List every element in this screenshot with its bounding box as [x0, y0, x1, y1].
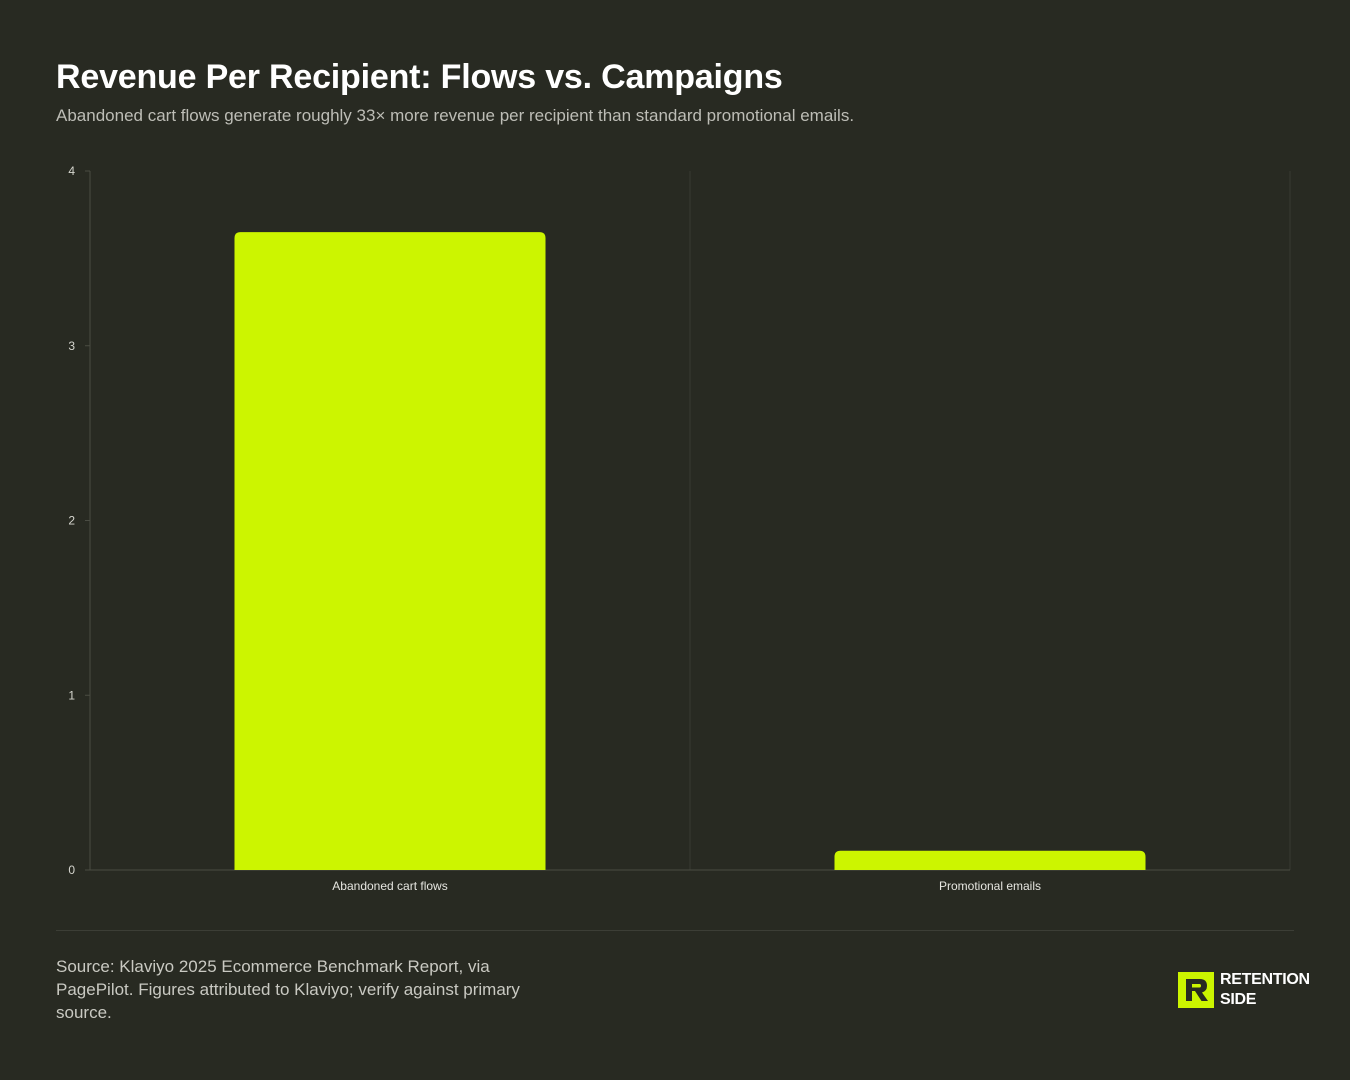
y-tick-label: 2: [68, 514, 75, 528]
logo-line-2: SIDE: [1220, 991, 1257, 1008]
bar-chart: 0 1 2 3 4 Abandoned cart flows Promotional ema…: [68, 164, 1291, 893]
chart-title: Revenue Per Recipient: Flows vs. Campaig…: [56, 58, 783, 96]
x-category-label: Promotional emails: [939, 879, 1041, 893]
bar-abandoned-cart-flows: [234, 232, 546, 871]
bar-promotional-emails: [834, 850, 1146, 870]
y-tick-label: 3: [68, 339, 75, 353]
logo-mark-icon: [1178, 972, 1214, 1008]
x-category-label: Abandoned cart flows: [332, 879, 447, 893]
chart-subtitle: Abandoned cart flows generate roughly 33…: [56, 106, 855, 125]
footer-divider: [56, 930, 1294, 931]
y-tick-label: 4: [68, 164, 75, 178]
y-tick-label: 0: [68, 863, 75, 877]
logo-line-1: RETENTION: [1220, 971, 1310, 988]
y-tick-label: 1: [68, 688, 75, 702]
source-note: Source: Klaviyo 2025 Ecommerce Benchmark…: [56, 957, 520, 1022]
logo-wordmark: RETENTION SIDE: [1220, 970, 1310, 1010]
retention-side-logo: RETENTION SIDE: [1178, 970, 1310, 1010]
